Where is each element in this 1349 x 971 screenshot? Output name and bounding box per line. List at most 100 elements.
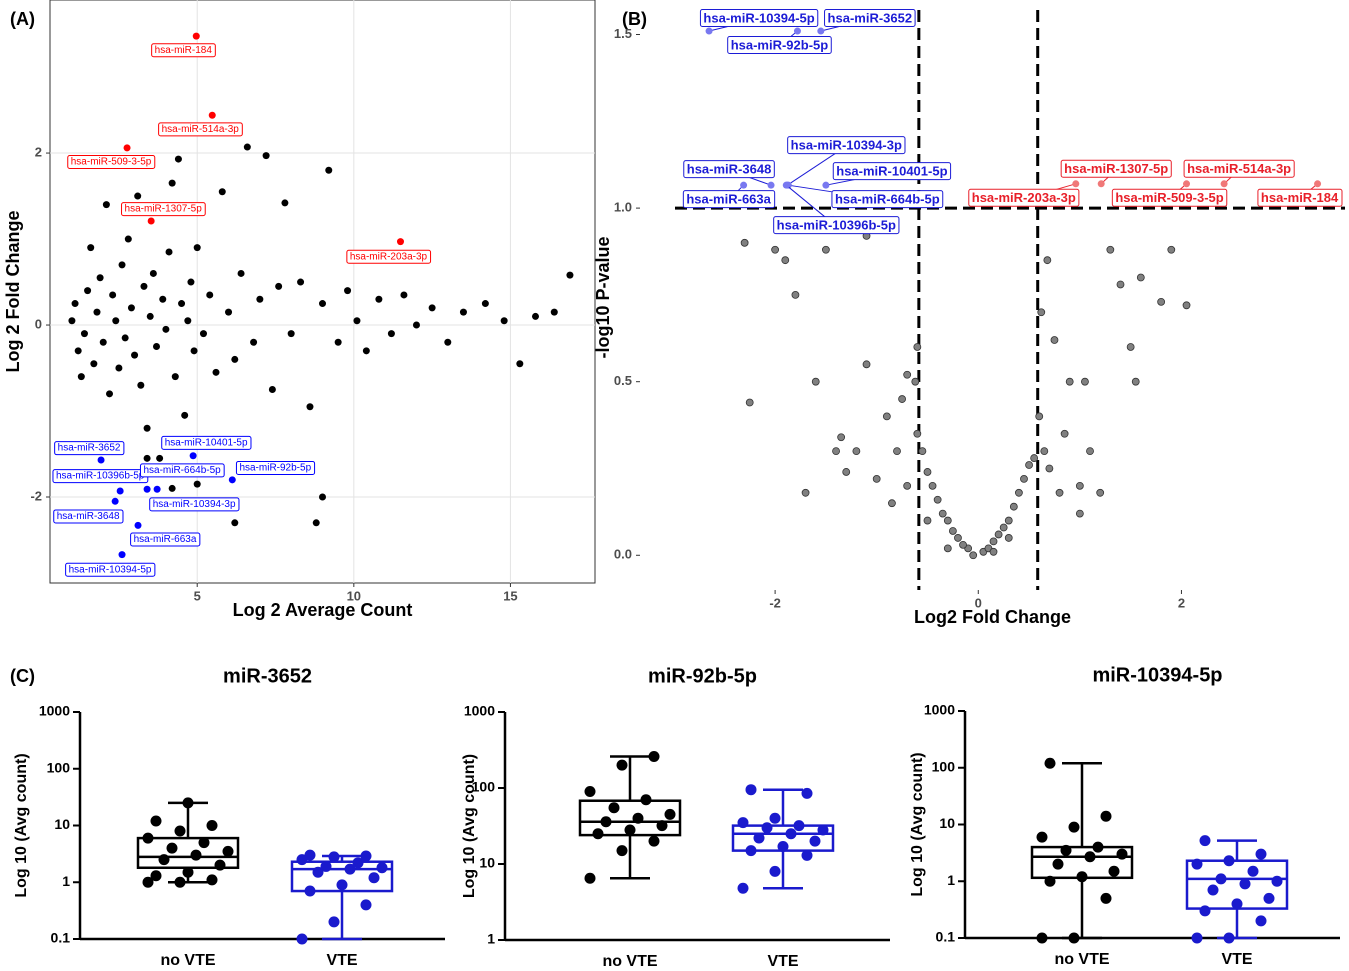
data-point	[1009, 502, 1018, 511]
data-point	[801, 488, 810, 497]
data-point	[90, 360, 98, 368]
data-point	[1126, 343, 1135, 351]
point-label-text: hsa-miR-509-3-5p	[71, 157, 152, 168]
data-point	[1207, 884, 1219, 896]
label-box	[787, 136, 906, 155]
data-point	[152, 343, 160, 351]
data-point	[396, 238, 404, 246]
panel-label: (A)	[10, 9, 35, 29]
data-point	[809, 835, 821, 847]
label-box	[139, 463, 225, 478]
data-point	[989, 547, 998, 556]
data-point	[656, 820, 668, 832]
data-point	[459, 308, 467, 316]
label-box	[54, 441, 125, 456]
data-point	[123, 144, 131, 152]
data-point	[1030, 454, 1039, 462]
data-point	[791, 290, 800, 299]
data-point	[68, 317, 76, 325]
y-tick-label: 0.5	[614, 373, 632, 388]
data-point	[143, 485, 151, 493]
data-point	[740, 238, 749, 247]
data-point	[1092, 841, 1104, 853]
data-point	[344, 287, 352, 295]
data-point	[1108, 865, 1120, 877]
data-point	[187, 278, 195, 286]
point-label-text: hsa-miR-509-3-5p	[1115, 190, 1223, 205]
data-point	[959, 540, 967, 549]
data-point	[1215, 873, 1227, 885]
data-point	[753, 832, 765, 844]
data-point	[156, 454, 164, 462]
data-point	[134, 192, 142, 200]
label-box	[1111, 188, 1228, 207]
y-tick-label: 0.1	[51, 930, 71, 946]
data-point	[1072, 180, 1080, 188]
label-box	[121, 202, 206, 217]
label-box	[65, 562, 156, 577]
data-point	[231, 519, 239, 527]
data-point	[1084, 851, 1096, 863]
chart-title: miR-3652	[223, 665, 312, 687]
data-point	[740, 181, 748, 189]
point-label: hsa-miR-10401-5p	[832, 162, 952, 181]
data-point	[96, 274, 104, 282]
label-box	[682, 190, 776, 209]
data-point	[1035, 412, 1044, 421]
x-tick-label: 0	[975, 595, 982, 610]
point-label: hsa-miR-184	[151, 43, 216, 58]
data-point	[208, 111, 216, 119]
point-label-text: hsa-miR-203a-3p	[972, 190, 1076, 205]
data-point	[761, 822, 773, 834]
data-point	[989, 537, 998, 546]
data-point	[199, 330, 207, 338]
data-point	[192, 32, 200, 40]
data-point	[822, 245, 830, 254]
point-label-text: hsa-miR-664b-5p	[143, 465, 221, 476]
point-label-text: hsa-miR-664b-5p	[835, 192, 940, 207]
data-point	[206, 291, 214, 299]
data-point	[777, 840, 789, 852]
data-point	[143, 424, 151, 432]
label-box	[831, 190, 944, 209]
data-point	[782, 181, 790, 189]
data-point	[817, 27, 825, 35]
data-point	[745, 784, 757, 796]
point-label-text: hsa-miR-92b-5p	[731, 37, 829, 52]
label-box	[699, 8, 819, 27]
data-point	[781, 256, 790, 265]
data-point	[1239, 878, 1251, 890]
data-point	[118, 551, 126, 559]
data-point	[1086, 447, 1094, 456]
chart-title: miR-92b-5p	[648, 665, 757, 687]
point-label-text: hsa-miR-1307-5p	[1064, 161, 1168, 176]
data-point	[1045, 464, 1054, 473]
y-tick-label: -2	[30, 488, 42, 503]
data-point	[882, 412, 891, 421]
x-tick-label: no VTE	[160, 952, 215, 969]
x-tick-label: VTE	[326, 952, 357, 969]
data-point	[1131, 377, 1140, 386]
point-label-text: hsa-miR-663a	[686, 192, 771, 207]
point-label: hsa-miR-664b-5p	[139, 463, 225, 478]
data-point	[1191, 858, 1203, 870]
data-point	[737, 882, 749, 894]
x-axis-label: Log2 Fold Change	[914, 607, 1071, 627]
data-point	[550, 308, 558, 316]
y-tick-label: 100	[932, 758, 956, 774]
data-point	[134, 521, 142, 529]
data-point	[1106, 245, 1115, 254]
y-tick-label: 10	[479, 855, 495, 871]
data-point	[928, 481, 937, 490]
data-point	[336, 879, 348, 891]
data-point	[214, 859, 226, 871]
label-box	[235, 460, 316, 475]
data-point	[109, 291, 117, 299]
data-point	[400, 291, 408, 299]
label-box	[53, 509, 124, 524]
data-point	[903, 370, 912, 379]
data-point	[918, 447, 927, 456]
data-point	[84, 287, 92, 295]
panel-label: (C)	[10, 666, 35, 686]
